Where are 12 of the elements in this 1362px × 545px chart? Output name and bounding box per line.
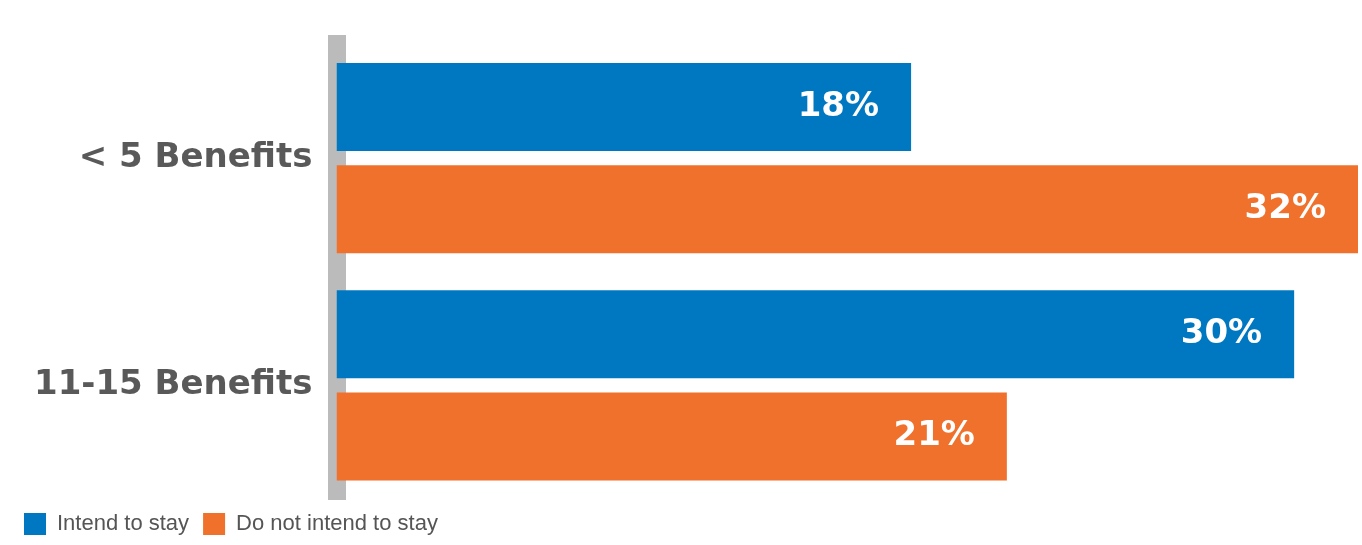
data-label: 21%: [893, 413, 975, 454]
data-label: 32%: [1244, 186, 1326, 227]
legend-label: Intend to stay: [57, 510, 190, 536]
data-label: 30%: [1180, 311, 1263, 352]
legend-label: Do not intend to stay: [236, 510, 438, 536]
y-tick-label: < 5 Benefits: [78, 134, 313, 175]
data-label: 18%: [797, 83, 880, 124]
bar: [336, 165, 1358, 254]
bar: [336, 62, 912, 151]
y-tick-label: 11-15 Benefits: [33, 362, 313, 403]
bar: [336, 392, 1007, 481]
bar: [336, 290, 1295, 379]
